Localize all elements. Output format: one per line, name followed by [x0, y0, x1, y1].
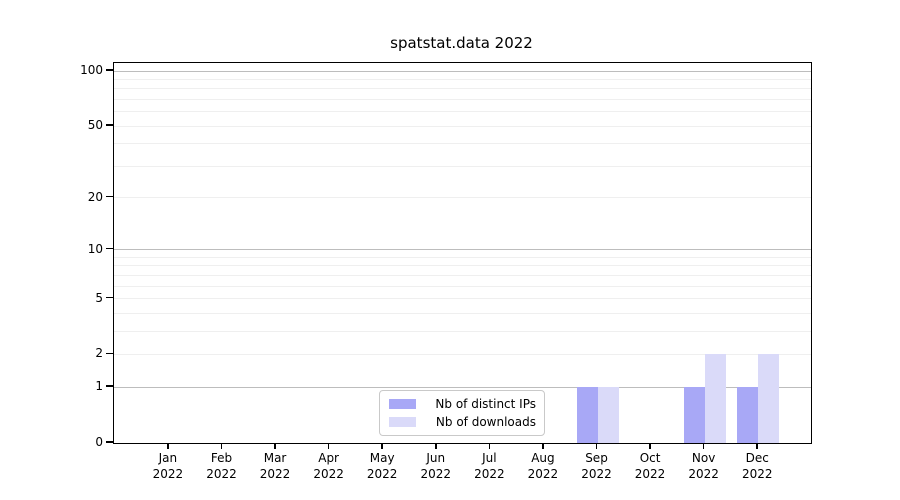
x-tick-year: 2022 [527, 467, 559, 481]
y-axis-tick [106, 296, 113, 299]
gridline-minor [114, 285, 811, 287]
y-axis-tick-label: 5 [95, 290, 103, 305]
y-axis-tick-label: 100 [80, 63, 103, 77]
x-axis-tick [702, 443, 705, 449]
legend: Nb of distinct IPs Nb of downloads [379, 390, 545, 436]
gridline-minor [114, 298, 811, 300]
x-tick-month: Dec [745, 451, 769, 465]
y-axis-tick-label: 10 [87, 241, 103, 256]
x-axis-tick-label: Jul 2022 [461, 450, 517, 482]
x-axis-tick-label: May 2022 [354, 450, 410, 482]
x-axis-tick [220, 443, 223, 449]
y-axis-tick [106, 247, 113, 250]
gridline-minor [114, 330, 811, 332]
gridline-minor [114, 98, 811, 100]
x-axis-tick-label: Nov 2022 [676, 450, 732, 482]
legend-swatch-distinct-ips [389, 399, 416, 409]
bar-downloads [704, 354, 726, 443]
x-tick-month: Sep [585, 451, 608, 465]
x-axis-tick-label: Jun 2022 [408, 450, 464, 482]
x-tick-year: 2022 [581, 467, 612, 481]
gridline-minor [114, 143, 811, 145]
gridline-minor [114, 197, 811, 199]
x-axis-tick-label: Mar 2022 [247, 450, 303, 482]
gridline-major [114, 386, 811, 388]
gridline-major [114, 249, 811, 251]
x-axis-tick [595, 443, 598, 449]
y-axis-tick [106, 385, 113, 387]
x-tick-year: 2022 [634, 467, 666, 481]
gridline-minor [114, 88, 811, 90]
x-tick-month: May [369, 451, 395, 465]
y-axis-tick-label: 50 [87, 118, 103, 133]
x-axis-tick [381, 443, 383, 449]
legend-item-distinct-ips: Nb of distinct IPs [388, 397, 536, 412]
x-tick-month: Mar [263, 451, 287, 465]
gridline-minor [114, 312, 811, 314]
x-tick-month: Feb [210, 451, 233, 465]
x-axis-tick [542, 443, 544, 449]
x-axis-tick [488, 443, 491, 449]
x-axis-tick [756, 443, 758, 449]
x-tick-year: 2022 [688, 467, 719, 481]
x-axis-tick [435, 443, 437, 449]
y-axis-tick-label: 2 [95, 346, 103, 361]
x-tick-year: 2022 [474, 467, 505, 481]
x-axis-tick [327, 443, 330, 449]
gridline-minor [114, 165, 811, 167]
gridline-minor [114, 78, 811, 80]
gridline-minor [114, 125, 811, 127]
x-axis-tick-label: Dec 2022 [729, 450, 785, 482]
x-tick-year: 2022 [206, 467, 237, 481]
chart-title: spatstat.data 2022 [390, 34, 533, 52]
x-axis-tick-label: Aug 2022 [515, 450, 571, 482]
y-axis-tick [106, 441, 113, 443]
x-tick-month: Jan [158, 451, 178, 465]
y-axis-tick [106, 69, 113, 71]
x-axis-tick-label: Sep 2022 [569, 450, 625, 482]
x-axis-tick-label: Oct 2022 [622, 450, 678, 482]
x-tick-month: Jun [426, 451, 446, 465]
x-axis-tick-label: Apr 2022 [301, 450, 357, 482]
x-tick-year: 2022 [366, 467, 398, 481]
gridline-minor [114, 353, 811, 355]
bar-distinct-ips [683, 387, 705, 443]
x-axis-tick [649, 443, 651, 449]
y-axis-tick [106, 352, 113, 355]
plot-area: Nb of distinct IPs Nb of downloads [113, 62, 812, 444]
bar-downloads [758, 354, 780, 443]
x-tick-month: Aug [531, 451, 555, 465]
x-tick-year: 2022 [152, 467, 184, 481]
legend-item-downloads: Nb of downloads [388, 415, 536, 430]
gridline-minor [114, 265, 811, 267]
legend-label-distinct-ips: Nb of distinct IPs [435, 396, 536, 411]
x-tick-year: 2022 [313, 467, 344, 481]
x-tick-year: 2022 [420, 467, 452, 481]
x-tick-year: 2022 [259, 467, 291, 481]
y-axis-tick-label: 20 [87, 189, 103, 204]
bar-downloads [597, 387, 619, 443]
x-axis-tick-label: Feb 2022 [193, 450, 249, 482]
gridline-major [114, 70, 811, 72]
gridline-minor [114, 111, 811, 113]
bar-distinct-ips [576, 387, 598, 443]
y-axis-tick [106, 124, 113, 126]
legend-label-downloads: Nb of downloads [435, 414, 536, 429]
x-tick-month: Jul [482, 451, 497, 465]
legend-swatch-downloads [389, 417, 416, 427]
x-tick-month: Apr [318, 451, 339, 465]
x-axis-tick [167, 443, 169, 449]
x-tick-year: 2022 [741, 467, 773, 481]
x-axis-tick-label: Jan 2022 [140, 450, 196, 482]
y-axis-tick [106, 195, 113, 198]
gridline-minor [114, 274, 811, 276]
x-tick-month: Oct [639, 451, 661, 465]
y-axis-tick-label: 1 [95, 379, 103, 394]
x-tick-month: Nov [691, 451, 716, 465]
y-axis-tick-label: 0 [95, 435, 103, 449]
bar-distinct-ips [737, 387, 759, 443]
gridline-minor [114, 256, 811, 258]
x-axis-tick [274, 443, 276, 449]
